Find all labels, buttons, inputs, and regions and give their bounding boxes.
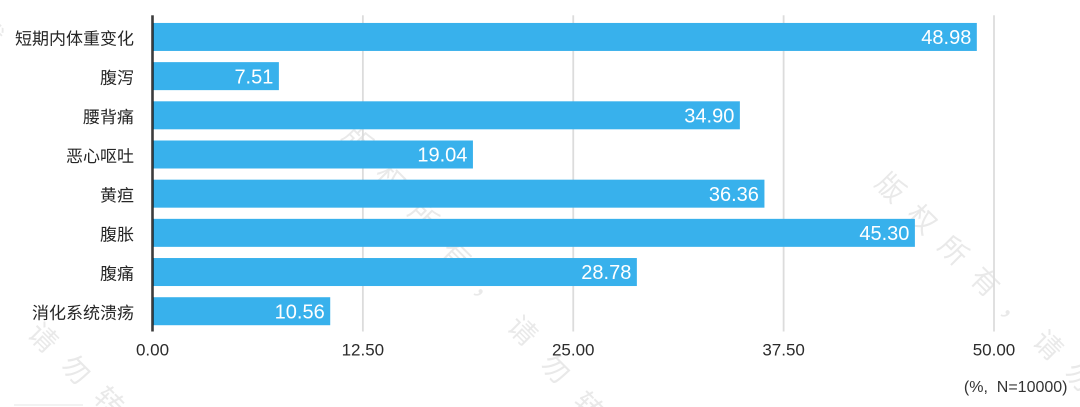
svg-text:34.90: 34.90 [684,105,734,127]
svg-text:7.51: 7.51 [234,66,273,88]
svg-text:28.78: 28.78 [581,262,631,284]
svg-text:19.04: 19.04 [417,145,467,167]
svg-text:36.36: 36.36 [709,184,759,206]
svg-text:25.00: 25.00 [552,341,595,360]
svg-text:(%, N=10000): (%, N=10000) [964,379,1068,396]
svg-text:10.56: 10.56 [275,301,325,323]
svg-text:37.50: 37.50 [762,341,805,360]
svg-text:0.00: 0.00 [136,341,169,360]
svg-text:12.50: 12.50 [342,341,385,360]
svg-text:50.00: 50.00 [973,341,1016,360]
svg-text:48.98: 48.98 [921,27,971,49]
svg-text:45.30: 45.30 [859,223,909,245]
